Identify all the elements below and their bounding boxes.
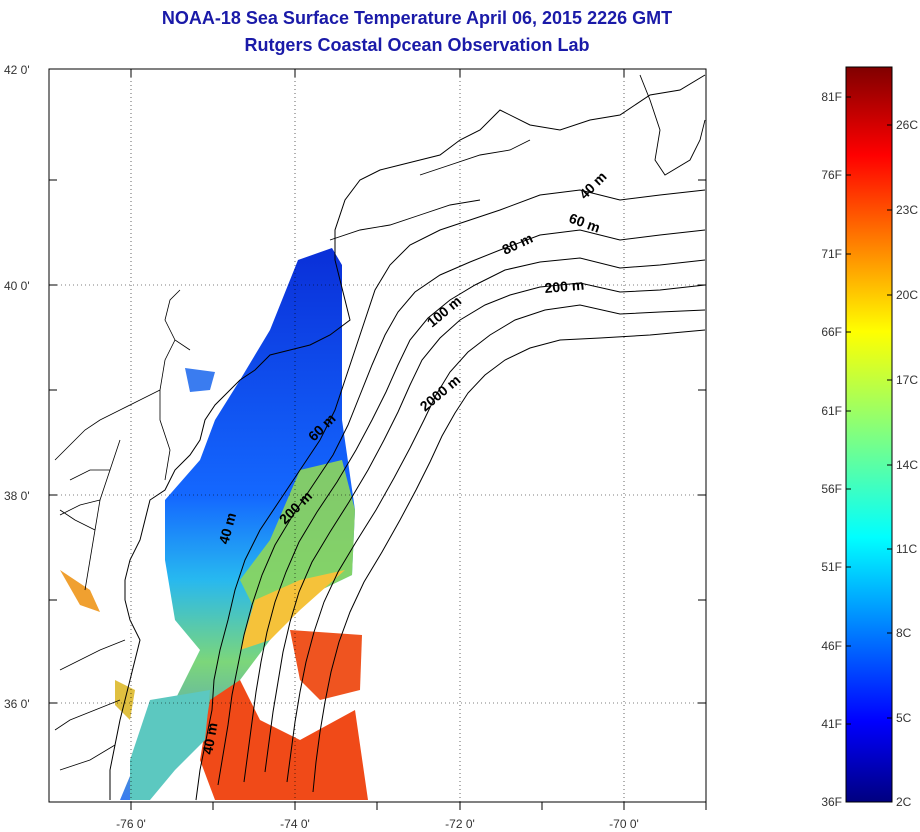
carolina-sounds	[54, 639, 126, 771]
lon-label: -72 0'	[445, 817, 475, 831]
contour-200m	[286, 304, 706, 783]
contour-label: 200 m	[544, 277, 585, 296]
sst-nearshore-south	[130, 690, 210, 800]
sst-delaware-bay	[185, 368, 215, 392]
colorbar-f-label: 71F	[821, 247, 842, 261]
contour-label: 40 m	[199, 721, 220, 755]
lat-label: 38 0'	[4, 489, 30, 503]
contour-80m	[243, 257, 706, 783]
chesapeake-shoreline	[59, 439, 121, 591]
sst-chesapeake	[60, 570, 100, 612]
cape-cod	[639, 74, 706, 176]
long-island	[329, 139, 531, 241]
colorbar-c-label: 2C	[896, 795, 912, 809]
lat-label: 36 0'	[4, 697, 30, 711]
lon-label: -76 0'	[116, 817, 146, 831]
colorbar-c-labels: 26C 23C 20C 17C 14C 11C 8C 5C 2C	[896, 118, 918, 809]
map-ticks	[49, 69, 707, 810]
lon-label: -70 0'	[609, 817, 639, 831]
colorbar-c-label: 17C	[896, 373, 918, 387]
sst-gulf-stream-south	[200, 680, 368, 800]
colorbar-f-label: 46F	[821, 639, 842, 653]
colorbar-c-label: 5C	[896, 711, 912, 725]
colorbar-f-label: 81F	[821, 90, 842, 104]
contour-label: 2000 m	[417, 372, 464, 415]
map-grid	[49, 69, 706, 802]
map-subtitle: Rutgers Coastal Ocean Observation Lab	[244, 35, 590, 55]
bay-shoreline	[54, 289, 191, 481]
colorbar-f-label: 61F	[821, 404, 842, 418]
map-title: NOAA-18 Sea Surface Temperature April 06…	[161, 8, 673, 28]
contour-label: 40 m	[215, 511, 239, 546]
contour-label: 40 m	[576, 168, 610, 202]
colorbar-f-label: 51F	[821, 560, 842, 574]
bathymetry-contours	[195, 189, 706, 801]
lat-labels: 42 0' 40 0' 38 0' 36 0'	[4, 63, 30, 711]
colorbar-f-label: 41F	[821, 717, 842, 731]
colorbar-c-label: 26C	[896, 118, 918, 132]
contour-60m	[217, 229, 706, 786]
coastline	[109, 74, 706, 800]
colorbar-f-label: 56F	[821, 482, 842, 496]
colorbar-c-label: 23C	[896, 203, 918, 217]
colorbar	[845, 66, 893, 803]
colorbar-f-label: 66F	[821, 325, 842, 339]
contour-40m	[195, 189, 706, 801]
colorbar-c-label: 11C	[896, 542, 917, 556]
colorbar-c-label: 14C	[896, 458, 918, 472]
contour-label: 100 m	[424, 293, 465, 331]
colorbar-ticks	[846, 96, 892, 725]
sst-shelf-edge-warm	[240, 570, 345, 650]
contour-label: 80 m	[500, 230, 536, 258]
lon-labels: -76 0' -74 0' -72 0' -70 0'	[116, 817, 639, 831]
map-area: 40 m 60 m 80 m 200 m 100 m 2000 m 60 m 2…	[49, 69, 706, 802]
colorbar-c-label: 8C	[896, 626, 912, 640]
lon-label: -74 0'	[280, 817, 310, 831]
contour-label: 60 m	[567, 210, 602, 236]
lat-label: 40 0'	[4, 279, 30, 293]
sst-swath	[120, 248, 355, 800]
contour-2000m	[312, 329, 706, 793]
colorbar-f-label: 36F	[821, 795, 842, 809]
lat-label: 42 0'	[4, 63, 30, 77]
colorbar-c-label: 20C	[896, 288, 918, 302]
colorbar-f-labels: 81F 76F 71F 66F 61F 56F 51F 46F 41F 36F	[821, 90, 842, 809]
colorbar-f-label: 76F	[821, 168, 842, 182]
sst-gulf-stream	[290, 630, 362, 700]
contour-100m	[264, 282, 706, 773]
